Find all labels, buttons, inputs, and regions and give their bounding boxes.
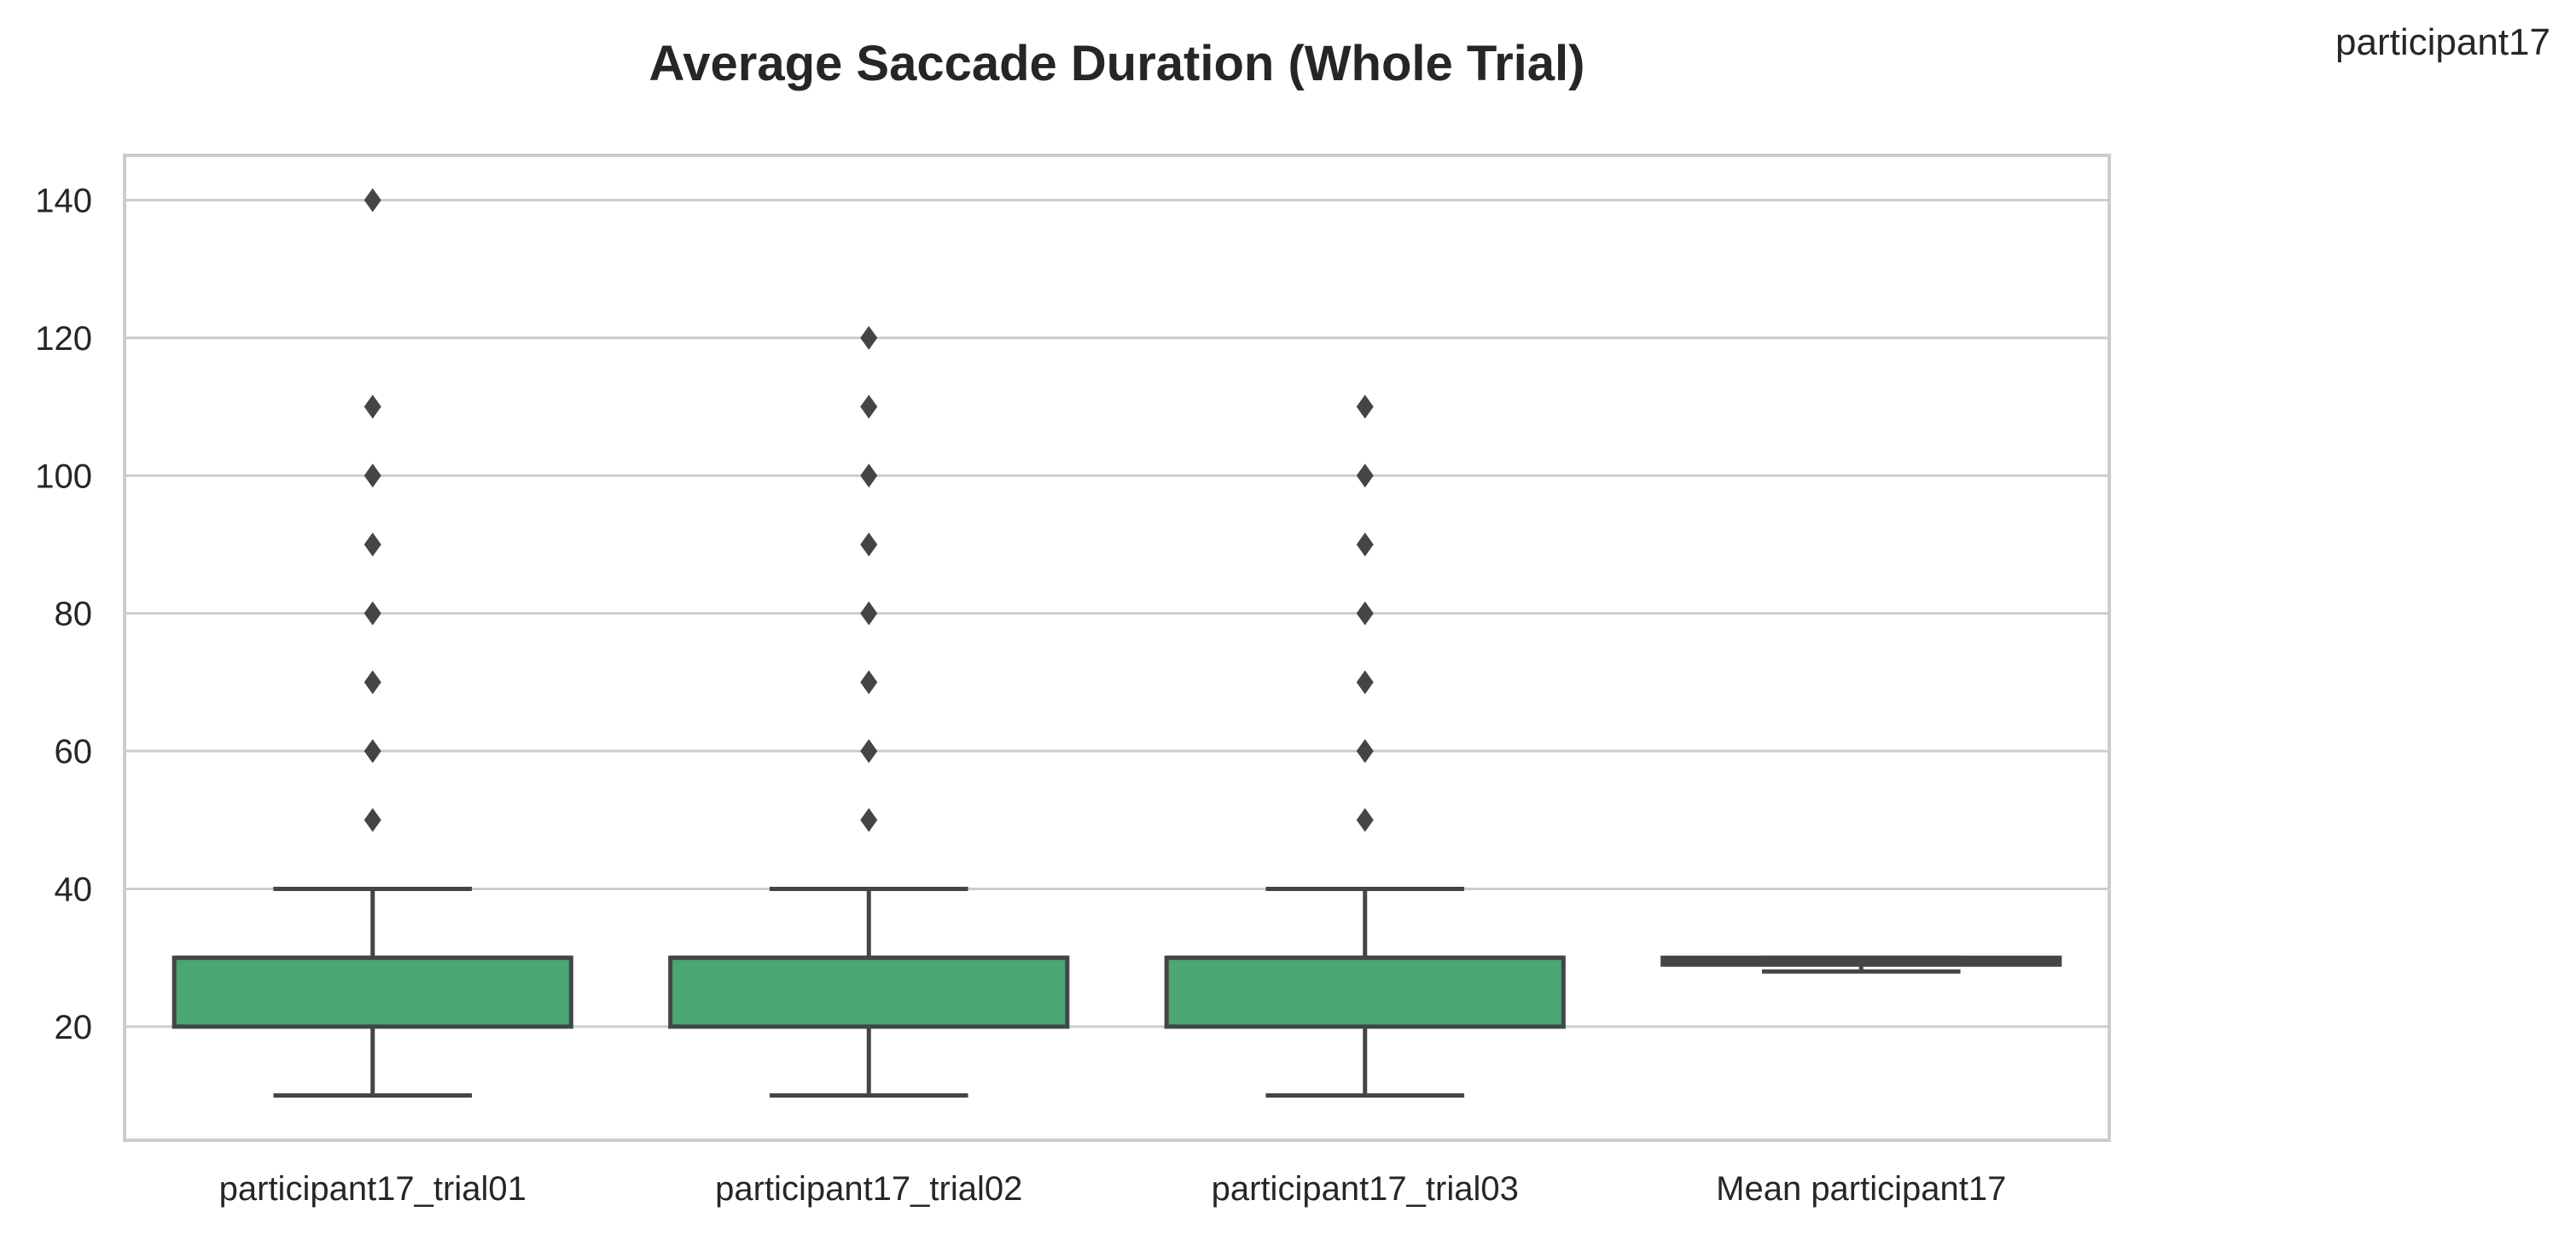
participant-label: participant17 <box>2335 21 2550 63</box>
outlier-point <box>1356 463 1374 488</box>
chart-title: Average Saccade Duration (Whole Trial) <box>649 36 1585 91</box>
y-tick-label: 100 <box>35 457 92 495</box>
outlier-point <box>363 670 381 695</box>
box-group <box>1164 394 1566 1098</box>
box-iqr <box>668 955 1070 1029</box>
x-tick-label: participant17_trial01 <box>219 1170 526 1208</box>
y-tick-label: 60 <box>55 733 93 771</box>
box-group <box>668 325 1070 1098</box>
outlier-point <box>363 394 381 419</box>
outlier-point <box>363 601 381 626</box>
x-tick-labels: participant17_trial01 participant17_trial… <box>219 1170 2007 1208</box>
box-group <box>1660 955 2062 974</box>
y-tick-labels: 20 40 60 80 100 120 140 <box>35 182 92 1046</box>
box-iqr <box>1164 955 1566 1029</box>
y-tick-label: 80 <box>55 596 93 633</box>
outlier-point <box>1356 601 1374 626</box>
boxes <box>172 188 2062 1098</box>
outlier-point <box>860 532 878 556</box>
outlier-point <box>1356 394 1374 419</box>
y-tick-label: 40 <box>55 871 93 908</box>
box-group <box>172 188 573 1098</box>
outlier-point <box>860 394 878 419</box>
outlier-point <box>860 325 878 350</box>
outlier-point <box>1356 670 1374 695</box>
y-tick-label: 140 <box>35 182 92 219</box>
y-tick-label: 20 <box>55 1009 93 1046</box>
outlier-point <box>860 807 878 832</box>
outlier-point <box>363 463 381 488</box>
grid-lines <box>125 198 2109 1028</box>
outlier-point <box>363 532 381 556</box>
y-tick-label: 120 <box>35 320 92 358</box>
outlier-point <box>860 739 878 764</box>
x-tick-label: participant17_trial02 <box>715 1170 1022 1208</box>
outlier-point <box>860 670 878 695</box>
x-tick-label: Mean participant17 <box>1716 1170 2006 1208</box>
outlier-point <box>1356 739 1374 764</box>
outlier-point <box>860 601 878 626</box>
outlier-point <box>363 188 381 213</box>
outlier-point <box>860 463 878 488</box>
plot-frame <box>123 154 2111 1142</box>
outlier-point <box>1356 532 1374 556</box>
outlier-point <box>363 807 381 832</box>
outlier-point <box>363 739 381 764</box>
x-tick-label: participant17_trial03 <box>1212 1170 1519 1208</box>
box-iqr <box>172 955 573 1029</box>
outlier-point <box>1356 807 1374 832</box>
